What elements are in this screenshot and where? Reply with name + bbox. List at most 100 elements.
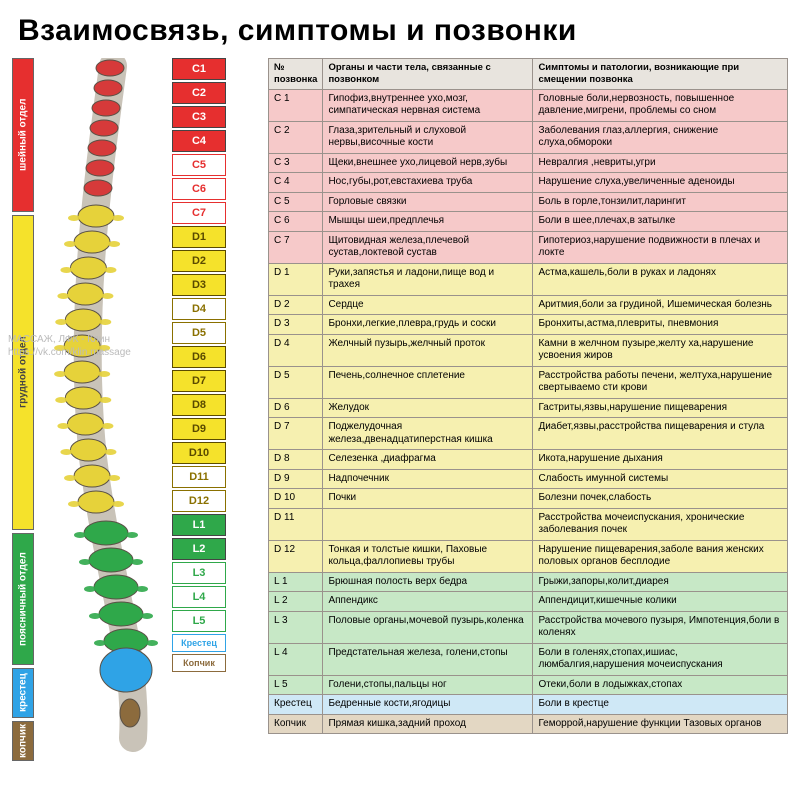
cell-symptoms: Расстройства мочеиспускания, хронические… (533, 508, 788, 540)
vertebra-label-d3: D3 (172, 274, 226, 296)
table-header-row: № позвонка Органы и части тела, связанны… (269, 59, 788, 90)
cell-symptoms: Заболевания глаз,аллергия, снижение слух… (533, 121, 788, 153)
cell-symptoms: Отеки,боли в лодыжках,стопах (533, 675, 788, 695)
cell-symptoms: Астма,кашель,боли в руках и ладонях (533, 263, 788, 295)
cell-organs: Надпочечник (323, 469, 533, 489)
table-row: C 3Щеки,внешнее ухо,лицевой нерв,зубыНев… (269, 153, 788, 173)
vertebra-label-l2: L2 (172, 538, 226, 560)
cell-organs: Руки,запястья и ладони,пище вод и трахея (323, 263, 533, 295)
vertebra-label-копчик: Копчик (172, 654, 226, 672)
cell-symptoms: Грыжи,запоры,колит,диарея (533, 572, 788, 592)
cell-symptoms: Аритмия,боли за грудиной, Ишемическая бо… (533, 295, 788, 315)
cell-code: D 10 (269, 489, 323, 509)
th-organs: Органы и части тела, связанные с позвонк… (323, 59, 533, 90)
cell-organs: Сердце (323, 295, 533, 315)
cell-code: Копчик (269, 714, 323, 734)
cell-organs: Аппендикс (323, 592, 533, 612)
table-body: C 1Гипофиз,внутреннее ухо,мозг, симпатич… (269, 89, 788, 734)
vertebra-label-l5: L5 (172, 610, 226, 632)
cell-organs: Голени,стопы,пальцы ног (323, 675, 533, 695)
cell-organs: Печень,солнечное сплетение (323, 366, 533, 398)
section-strips: шейный отделгрудной отделпоясничный отде… (12, 58, 34, 761)
spine-svg (38, 58, 168, 758)
page-title: Взаимосвязь, симптомы и позвонки (18, 14, 795, 48)
cell-code: C 5 (269, 192, 323, 212)
cell-symptoms: Бронхиты,астма,плевриты, пневмония (533, 315, 788, 335)
table-row: C 2Глаза,зрительный и слуховой нервы,вис… (269, 121, 788, 153)
vertebra-label-c5: C5 (172, 154, 226, 176)
cell-organs: Селезенка ,диафрагма (323, 450, 533, 470)
cell-organs: Нос,губы,рот,евстахиева труба (323, 173, 533, 193)
vertebra-label-крестец: Крестец (172, 634, 226, 652)
cell-code: C 7 (269, 231, 323, 263)
vertebra-label-c3: C3 (172, 106, 226, 128)
cell-organs: Половые органы,мочевой пузырь,коленка (323, 611, 533, 643)
vertebra-label-d11: D11 (172, 466, 226, 488)
cell-symptoms: Боли в крестце (533, 695, 788, 715)
table-row: D 4Желчный пузырь,желчный протокКамни в … (269, 334, 788, 366)
vertebra-label-d8: D8 (172, 394, 226, 416)
table-row: D 10ПочкиБолезни почек,слабость (269, 489, 788, 509)
table-row: C 5Горловые связкиБоль в горле,тонзилит,… (269, 192, 788, 212)
vertebra-label-l1: L1 (172, 514, 226, 536)
cell-code: L 5 (269, 675, 323, 695)
cell-symptoms: Боль в горле,тонзилит,ларингит (533, 192, 788, 212)
cell-code: C 4 (269, 173, 323, 193)
cell-code: D 3 (269, 315, 323, 335)
cell-code: L 1 (269, 572, 323, 592)
table-row: L 1Брюшная полость верх бедраГрыжи,запор… (269, 572, 788, 592)
table-row: C 1Гипофиз,внутреннее ухо,мозг, симпатич… (269, 89, 788, 121)
cell-organs: Почки (323, 489, 533, 509)
cell-symptoms: Невралгия ,невриты,угри (533, 153, 788, 173)
vertebra-label-d1: D1 (172, 226, 226, 248)
cell-code: L 4 (269, 643, 323, 675)
cell-symptoms: Расстройства работы печени, желтуха,нару… (533, 366, 788, 398)
cell-code: C 6 (269, 212, 323, 232)
vertebra-label-d12: D12 (172, 490, 226, 512)
vertebra-label-d6: D6 (172, 346, 226, 368)
vertebra-label-c7: C7 (172, 202, 226, 224)
cell-organs: Бронхи,легкие,плевра,грудь и соски (323, 315, 533, 335)
cell-symptoms: Гипотериоз,нарушение подвижности в плеча… (533, 231, 788, 263)
cell-code: Крестец (269, 695, 323, 715)
table-row: КрестецБедренные кости,ягодицыБоли в кре… (269, 695, 788, 715)
table-row: D 1Руки,запястья и ладони,пище вод и тра… (269, 263, 788, 295)
cell-code: D 1 (269, 263, 323, 295)
cell-symptoms: Камни в желчном пузыре,желту ха,нарушени… (533, 334, 788, 366)
cell-code: D 4 (269, 334, 323, 366)
table-row: L 4Предстательная железа, голени,стопыБо… (269, 643, 788, 675)
cell-code: D 9 (269, 469, 323, 489)
cell-symptoms: Геморрой,нарушение функции Тазовых орган… (533, 714, 788, 734)
cell-organs: Щеки,внешнее ухо,лицевой нерв,зубы (323, 153, 533, 173)
cell-code: D 2 (269, 295, 323, 315)
th-code: № позвонка (269, 59, 323, 90)
table-row: C 4Нос,губы,рот,евстахиева трубаНарушени… (269, 173, 788, 193)
table-row: D 9НадпочечникСлабость имунной системы (269, 469, 788, 489)
vertebra-label-c4: C4 (172, 130, 226, 152)
cell-code: L 2 (269, 592, 323, 612)
vertebra-label-c2: C2 (172, 82, 226, 104)
cell-code: D 5 (269, 366, 323, 398)
table-row: D 3Бронхи,легкие,плевра,грудь и соскиБро… (269, 315, 788, 335)
section-strip-cervical: шейный отдел (12, 58, 34, 212)
vertebra-labels: C1C2C3C4C5C6C7D1D2D3D4D5D6D7D8D9D10D11D1… (172, 58, 226, 761)
cell-symptoms: Гастриты,язвы,нарушение пищеварения (533, 398, 788, 418)
vertebra-label-c1: C1 (172, 58, 226, 80)
cell-organs: Мышцы шеи,предплечья (323, 212, 533, 232)
table-row: D 2СердцеАритмия,боли за грудиной, Ишеми… (269, 295, 788, 315)
th-symptoms: Симптомы и патологии, возникающие при см… (533, 59, 788, 90)
table-row: L 2АппендиксАппендицит,кишечные колики (269, 592, 788, 612)
cell-symptoms: Нарушение пищеварения,заболе вания женск… (533, 540, 788, 572)
vertebra-label-d2: D2 (172, 250, 226, 272)
section-strip-sacrum: крестец (12, 668, 34, 718)
main-layout: шейный отделгрудной отделпоясничный отде… (12, 58, 795, 761)
cell-symptoms: Боли в шее,плечах,в затылке (533, 212, 788, 232)
cell-code: D 11 (269, 508, 323, 540)
vertebra-label-d7: D7 (172, 370, 226, 392)
cell-organs: Щитовидная железа,плечевой сустав,локтев… (323, 231, 533, 263)
cell-organs (323, 508, 533, 540)
left-column: шейный отделгрудной отделпоясничный отде… (12, 58, 262, 761)
cell-organs: Желчный пузырь,желчный проток (323, 334, 533, 366)
cell-code: D 6 (269, 398, 323, 418)
section-strip-coccyx: копчик (12, 721, 34, 761)
